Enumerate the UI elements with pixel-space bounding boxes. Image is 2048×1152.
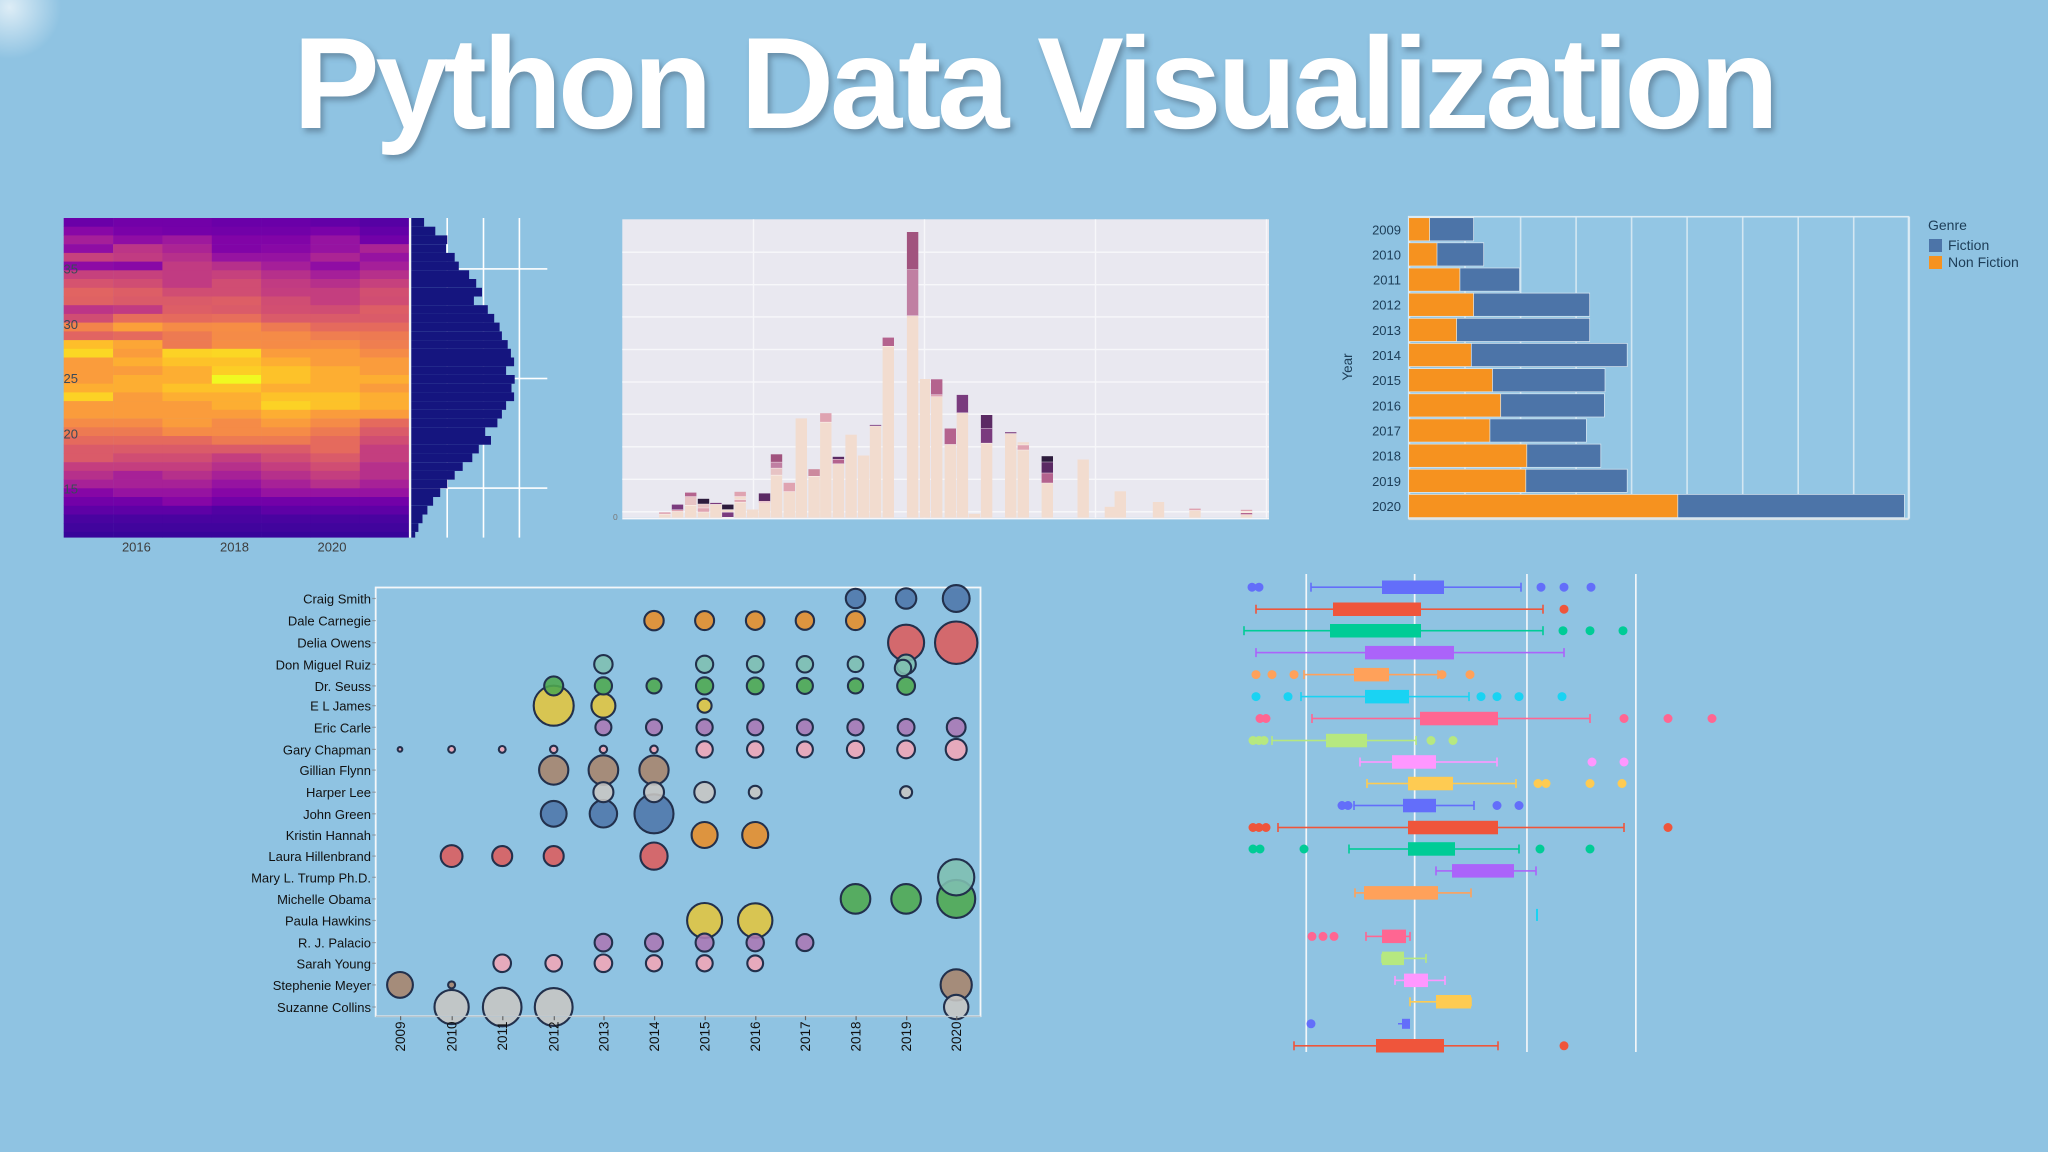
svg-text:Gillian Flynn: Gillian Flynn bbox=[299, 763, 371, 778]
svg-text:Suzanne Collins: Suzanne Collins bbox=[277, 1000, 371, 1015]
svg-text:Year: Year bbox=[1340, 353, 1355, 381]
svg-text:Eric Carle: Eric Carle bbox=[314, 720, 371, 735]
svg-text:Dr. Seuss: Dr. Seuss bbox=[315, 679, 372, 694]
svg-text:2018: 2018 bbox=[849, 1022, 864, 1052]
svg-text:Delia Owens: Delia Owens bbox=[297, 636, 371, 651]
svg-text:Kristin Hannah: Kristin Hannah bbox=[286, 828, 371, 843]
svg-text:2015: 2015 bbox=[698, 1022, 713, 1052]
svg-text:Harper Lee: Harper Lee bbox=[306, 785, 371, 800]
svg-text:2009: 2009 bbox=[393, 1022, 408, 1052]
svg-text:John Green: John Green bbox=[303, 807, 371, 822]
svg-text:Laura Hillenbrand: Laura Hillenbrand bbox=[268, 849, 371, 864]
svg-text:Sarah Young: Sarah Young bbox=[297, 956, 371, 971]
svg-text:2020: 2020 bbox=[318, 540, 347, 555]
svg-text:Paula Hawkins: Paula Hawkins bbox=[285, 914, 371, 929]
svg-text:2015: 2015 bbox=[1372, 373, 1401, 388]
svg-text:2016: 2016 bbox=[1372, 398, 1401, 413]
svg-text:15: 15 bbox=[64, 481, 78, 496]
svg-text:2014: 2014 bbox=[647, 1021, 662, 1052]
svg-text:25: 25 bbox=[64, 371, 78, 386]
svg-text:2010: 2010 bbox=[1372, 247, 1401, 262]
svg-text:Gary Chapman: Gary Chapman bbox=[283, 742, 371, 757]
svg-text:Don Miguel Ruiz: Don Miguel Ruiz bbox=[276, 657, 371, 672]
svg-text:35: 35 bbox=[64, 262, 78, 277]
svg-text:2019: 2019 bbox=[1372, 474, 1401, 489]
svg-text:30: 30 bbox=[64, 317, 78, 332]
svg-text:Dale Carnegie: Dale Carnegie bbox=[288, 614, 371, 629]
svg-text:R. J. Palacio: R. J. Palacio bbox=[298, 936, 371, 951]
svg-text:2017: 2017 bbox=[1372, 424, 1401, 439]
svg-text:Mary L. Trump Ph.D.: Mary L. Trump Ph.D. bbox=[251, 870, 371, 885]
svg-text:2016: 2016 bbox=[748, 1022, 763, 1052]
svg-text:2018: 2018 bbox=[1372, 449, 1401, 464]
svg-text:0: 0 bbox=[613, 512, 618, 522]
svg-text:2020: 2020 bbox=[949, 1022, 964, 1052]
svg-text:2011: 2011 bbox=[495, 1022, 510, 1051]
svg-text:2010: 2010 bbox=[445, 1022, 460, 1052]
svg-text:2018: 2018 bbox=[220, 540, 249, 555]
svg-text:2019: 2019 bbox=[899, 1022, 914, 1052]
svg-text:2009: 2009 bbox=[1372, 222, 1401, 237]
svg-text:20: 20 bbox=[64, 426, 78, 441]
svg-text:Stephenie Meyer: Stephenie Meyer bbox=[273, 978, 372, 993]
svg-text:Craig Smith: Craig Smith bbox=[303, 592, 371, 607]
svg-text:2016: 2016 bbox=[122, 540, 151, 555]
svg-text:2017: 2017 bbox=[798, 1022, 813, 1052]
svg-text:2012: 2012 bbox=[547, 1022, 562, 1052]
svg-text:2020: 2020 bbox=[1372, 499, 1401, 514]
svg-text:2012: 2012 bbox=[1372, 298, 1401, 313]
svg-text:2014: 2014 bbox=[1372, 348, 1401, 363]
svg-text:2013: 2013 bbox=[1372, 323, 1401, 338]
svg-text:Michelle Obama: Michelle Obama bbox=[277, 892, 372, 907]
svg-text:2013: 2013 bbox=[596, 1022, 611, 1052]
svg-text:E L James: E L James bbox=[310, 699, 371, 714]
svg-text:2011: 2011 bbox=[1373, 273, 1401, 288]
svg-text:Genre: Genre bbox=[1928, 217, 1967, 233]
svg-text:Fiction: Fiction bbox=[1948, 237, 1989, 253]
svg-text:Non Fiction: Non Fiction bbox=[1948, 254, 2019, 270]
